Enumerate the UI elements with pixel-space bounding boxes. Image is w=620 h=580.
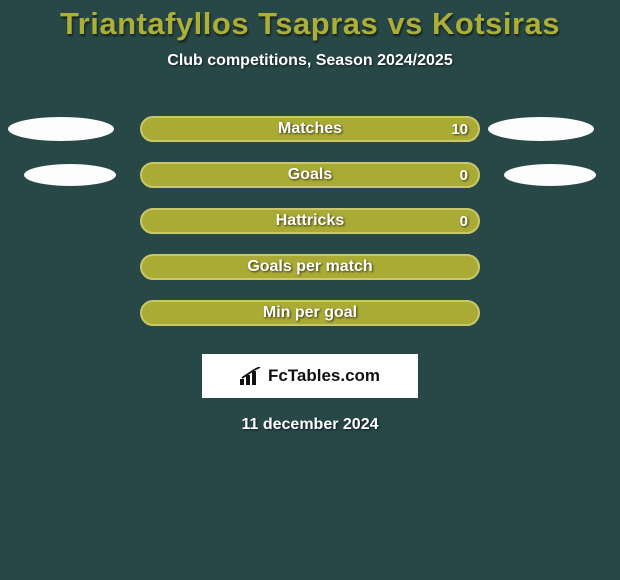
stat-row: Goals0 [0,152,620,198]
bars-icon [240,367,262,385]
page-title: Triantafyllos Tsapras vs Kotsiras [0,6,620,42]
logo: FcTables.com [240,366,380,386]
stat-row: Hattricks0 [0,198,620,244]
right-ellipse [488,117,594,141]
stat-label: Goals per match [142,258,478,276]
right-ellipse [504,164,596,186]
logo-box: FcTables.com [202,354,418,398]
stat-bar: Goals0 [140,162,480,188]
stat-row: Goals per match [0,244,620,290]
subtitle: Club competitions, Season 2024/2025 [0,52,620,70]
stat-bar: Hattricks0 [140,208,480,234]
stat-label: Hattricks [142,212,478,230]
left-ellipse [24,164,116,186]
stats-rows: Matches10Goals0Hattricks0Goals per match… [0,106,620,336]
stat-row: Min per goal [0,290,620,336]
stat-label: Matches [142,120,478,138]
logo-text: FcTables.com [268,366,380,386]
stat-bar: Goals per match [140,254,480,280]
left-ellipse [8,117,114,141]
stat-label: Min per goal [142,304,478,322]
stat-bar: Matches10 [140,116,480,142]
date-text: 11 december 2024 [0,416,620,434]
stat-label: Goals [142,166,478,184]
stat-row: Matches10 [0,106,620,152]
stat-value: 0 [460,213,468,230]
stat-value: 0 [460,167,468,184]
stat-value: 10 [451,121,468,138]
stat-bar: Min per goal [140,300,480,326]
